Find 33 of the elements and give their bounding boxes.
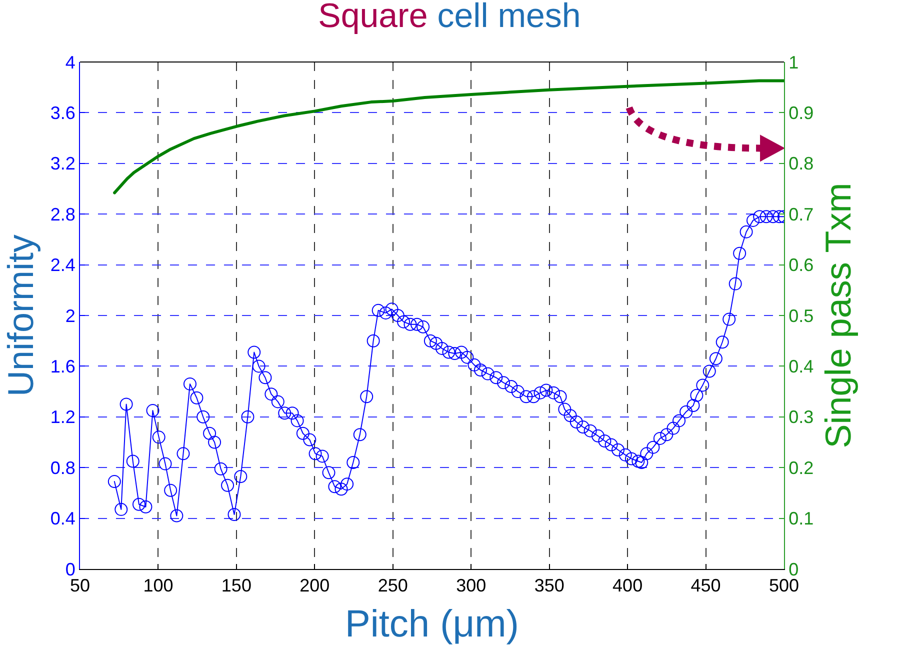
line-series xyxy=(113,79,784,194)
x-tick-label: 100 xyxy=(143,576,174,596)
y-tick-label: 4 xyxy=(65,52,76,72)
x-axis-title: Pitch (μm) xyxy=(345,604,519,646)
y2-tick-label: 0.8 xyxy=(788,154,814,174)
y-axis-title: Uniformity xyxy=(0,234,41,397)
y-tick-label: 0.8 xyxy=(50,458,76,478)
chart-title: Square cell mesh xyxy=(318,0,581,36)
y2-tick-label: 0.5 xyxy=(788,306,814,326)
x-tick-label: 350 xyxy=(534,576,564,596)
y-tick-label: 3.6 xyxy=(50,103,76,123)
y-tick-label: 3.2 xyxy=(50,154,76,174)
y-tick-label: 0.4 xyxy=(50,508,76,529)
x-tick-label: 400 xyxy=(612,576,643,596)
y2-tick-label: 0.1 xyxy=(788,508,814,529)
x-tick-label: 450 xyxy=(690,576,721,596)
y-tick-label: 2 xyxy=(65,306,76,326)
x-tick-label: 250 xyxy=(378,576,408,596)
x-tick-label: 300 xyxy=(456,576,486,596)
y2-tick-label: 0.4 xyxy=(788,356,814,376)
x-tick-label: 150 xyxy=(221,576,252,596)
y-tick-label: 1.6 xyxy=(50,356,76,376)
y2-tick-label: 0.3 xyxy=(788,407,814,428)
y2-tick-label: 0.2 xyxy=(788,458,814,478)
y2-tick-label: 1 xyxy=(788,52,799,72)
y-tick-label: 2.8 xyxy=(50,204,76,224)
y2-tick-label: 0.7 xyxy=(788,204,814,224)
y2-tick-label: 0.9 xyxy=(788,103,814,123)
y-tick-label: 2.4 xyxy=(50,255,76,276)
x-tick-label: 200 xyxy=(300,576,330,596)
y2-axis-title: Single pass Txm xyxy=(817,182,858,448)
y2-tick-label: 0.6 xyxy=(788,255,814,276)
y-tick-label: 1.2 xyxy=(50,407,76,428)
